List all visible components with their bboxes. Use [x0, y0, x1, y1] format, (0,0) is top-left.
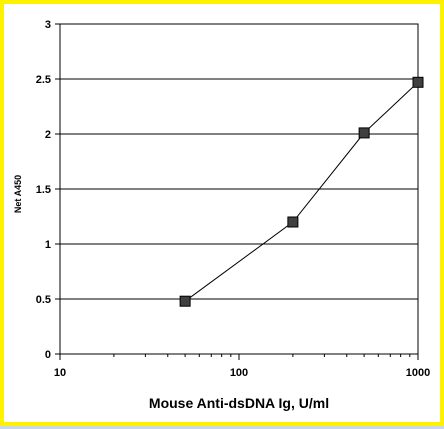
- data-point: [412, 76, 424, 88]
- x-tick-label: 10: [54, 367, 66, 379]
- line-chart: 0 0.5 1 1.5 2 2.5 3 10 100 1000 Mouse Anti-dsDNA…: [13, 19, 430, 411]
- gridlines: [60, 78, 418, 300]
- y-tick-label: 2.5: [36, 74, 51, 86]
- data-point: [179, 295, 191, 307]
- y-tick-label: 0: [45, 349, 51, 361]
- data-point: [358, 127, 370, 139]
- series-line: [184, 81, 419, 302]
- y-tick-label: 3: [45, 19, 51, 31]
- y-tick-label: 0.5: [36, 294, 51, 306]
- y-tick-label: 1: [45, 239, 51, 251]
- x-axis-title: Mouse Anti-dsDNA Ig, U/ml: [149, 395, 329, 411]
- x-tick-label: 1000: [406, 367, 430, 379]
- x-axis: 10 100 1000: [54, 354, 430, 379]
- y-axis-title: Net A450: [13, 175, 23, 213]
- data-point: [287, 216, 299, 228]
- y-axis: 0 0.5 1 1.5 2 2.5 3: [36, 19, 60, 361]
- series: [179, 76, 424, 307]
- y-tick-label: 2: [45, 129, 51, 141]
- y-tick-label: 1.5: [36, 184, 51, 196]
- x-tick-label: 100: [230, 367, 248, 379]
